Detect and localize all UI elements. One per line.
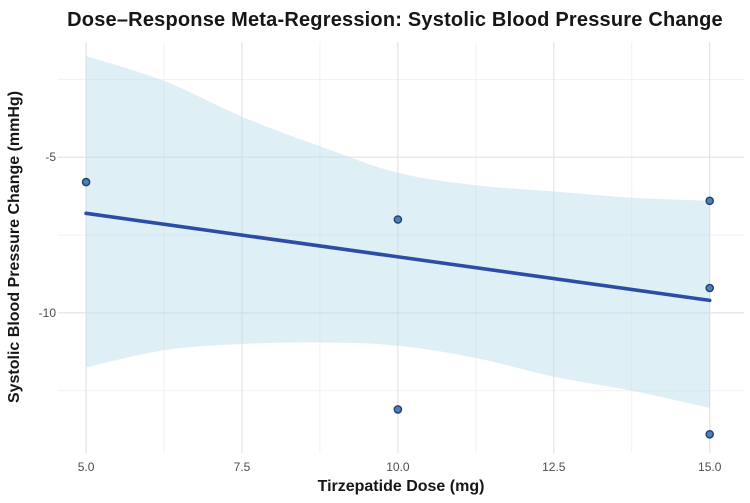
y-axis-title: Systolic Blood Pressure Change (mmHg) bbox=[6, 91, 23, 403]
x-tick-label: 10.0 bbox=[386, 460, 410, 474]
x-tick-label: 7.5 bbox=[234, 460, 251, 474]
x-tick-label: 15.0 bbox=[698, 460, 722, 474]
chart-title: Dose–Response Meta-Regression: Systolic … bbox=[67, 9, 723, 31]
data-point bbox=[705, 283, 715, 293]
data-point bbox=[81, 177, 91, 187]
x-tick-label: 5.0 bbox=[78, 460, 95, 474]
data-point bbox=[393, 215, 403, 224]
y-tick-label: -5 bbox=[45, 150, 56, 164]
data-points-group bbox=[81, 177, 715, 439]
y-tick-labels: -5 -10 bbox=[39, 150, 57, 320]
x-axis-title: Tirzepatide Dose (mg) bbox=[318, 478, 485, 495]
data-point bbox=[705, 196, 715, 206]
data-point bbox=[705, 429, 715, 439]
x-tick-labels: 5.0 7.5 10.0 12.5 15.0 bbox=[78, 460, 722, 474]
minor-gridlines bbox=[58, 42, 744, 453]
data-point bbox=[393, 405, 403, 414]
regression-line bbox=[84, 211, 712, 303]
major-gridlines bbox=[58, 42, 744, 453]
confidence-band-area bbox=[86, 56, 710, 408]
y-tick-label: -10 bbox=[39, 306, 57, 320]
x-tick-label: 12.5 bbox=[542, 460, 566, 474]
